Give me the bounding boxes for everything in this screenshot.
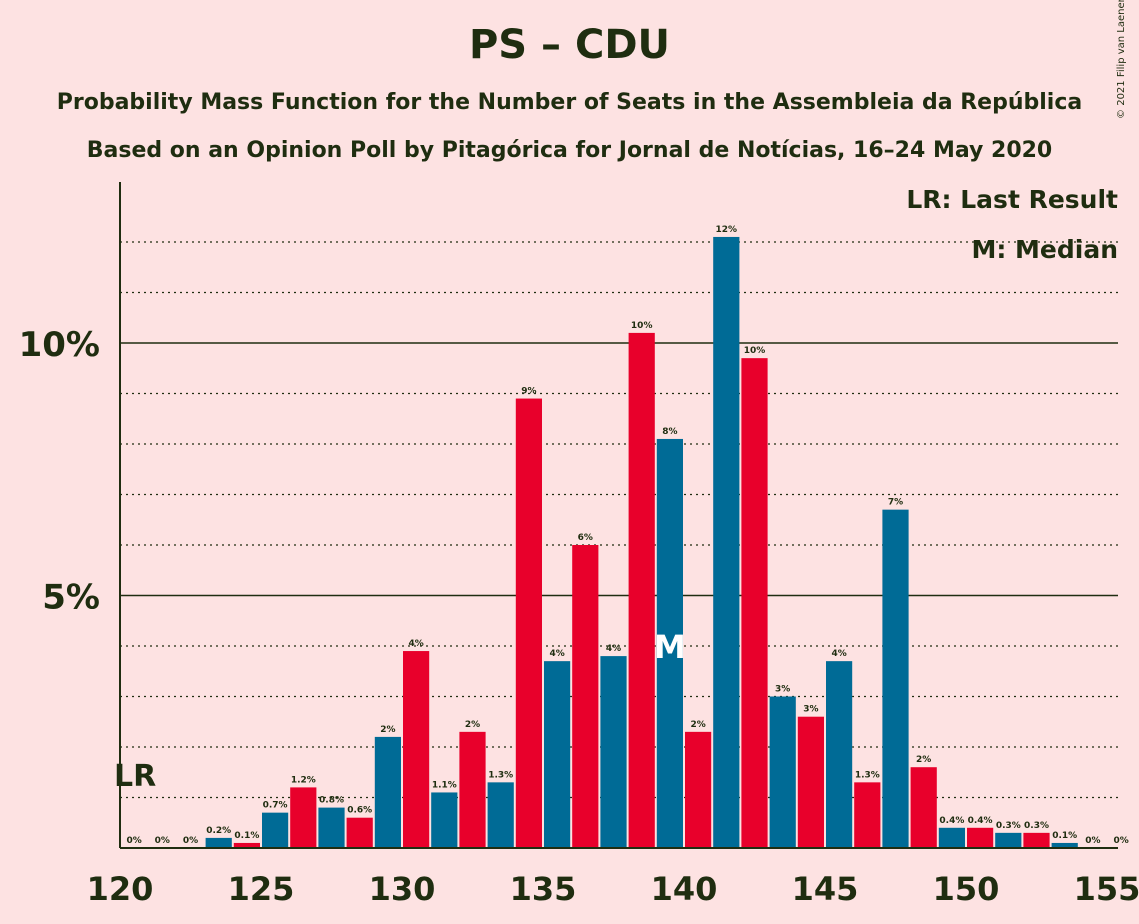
- bar-label-seat-131: 1.1%: [432, 780, 457, 790]
- bar-label-seat-152: 0.3%: [1024, 821, 1049, 831]
- bar-seat-138: [628, 332, 655, 848]
- x-tick-label-140: 140: [651, 870, 718, 908]
- x-tick-label-120: 120: [87, 870, 154, 908]
- bar-seat-136: [572, 545, 599, 848]
- bar-label-seat-130: 4%: [408, 639, 423, 649]
- bar-value-labels: 0% 0% 0%0.2%0.1%0.7%1.2%0.8%0.6%2%4%1.1%2%…: [126, 225, 1128, 846]
- chart-title: PS – CDU: [468, 22, 670, 68]
- bar-label-seat-154: 0%: [1085, 836, 1100, 846]
- bar-seat-134: [515, 398, 542, 848]
- bar-label-seat-138: 10%: [631, 321, 653, 331]
- bars: [205, 236, 1078, 848]
- bar-seat-152: [1023, 832, 1050, 848]
- bar-seat-145: [826, 661, 853, 848]
- bar-seat-148: [910, 767, 937, 848]
- x-tick-label-150: 150: [933, 870, 1000, 908]
- bar-seat-141: [713, 236, 740, 848]
- bar-label-seat-151: 0.3%: [996, 821, 1021, 831]
- bar-seat-146: [854, 782, 881, 848]
- bar-label-seat-155: 0%: [1113, 836, 1128, 846]
- x-tick-label-135: 135: [510, 870, 577, 908]
- bar-seat-144: [797, 716, 824, 848]
- y-tick-label-10: 10%: [19, 325, 100, 365]
- bar-seat-151: [995, 832, 1022, 848]
- bar-label-seat-153: 0.1%: [1052, 831, 1077, 841]
- bar-seat-125: [262, 812, 289, 848]
- bar-seat-142: [741, 358, 768, 848]
- bar-seat-153: [1051, 842, 1078, 848]
- bar-label-seat-137: 4%: [606, 644, 621, 654]
- bar-seat-130: [403, 651, 430, 848]
- legend-median: M: Median: [971, 235, 1118, 264]
- bar-label-seat-121: 0%: [155, 836, 170, 846]
- bar-seat-143: [769, 696, 796, 848]
- bar-seat-139: [656, 438, 683, 848]
- bar-seat-147: [882, 509, 909, 848]
- bar-label-seat-140: 2%: [690, 720, 705, 730]
- bar-label-seat-123: 0.2%: [206, 826, 231, 836]
- bar-seat-123: [205, 837, 232, 848]
- bar-seat-150: [967, 827, 994, 848]
- bar-seat-132: [459, 731, 486, 848]
- bar-label-seat-122: 0%: [183, 836, 198, 846]
- chart-subtitle-line-1: Probability Mass Function for the Number…: [56, 90, 1083, 115]
- bar-label-seat-120: 0%: [126, 836, 141, 846]
- bar-seat-127: [318, 807, 345, 848]
- bar-seat-137: [600, 656, 627, 848]
- bar-seat-126: [290, 787, 317, 848]
- bar-label-seat-143: 3%: [775, 685, 790, 695]
- bar-label-seat-129: 2%: [380, 725, 395, 735]
- x-tick-label-130: 130: [369, 870, 436, 908]
- bar-label-seat-144: 3%: [803, 705, 818, 715]
- bar-label-seat-132: 2%: [465, 720, 480, 730]
- bar-label-seat-139: 8%: [662, 427, 677, 437]
- y-tick-label-5: 5%: [42, 578, 100, 618]
- bar-label-seat-134: 9%: [521, 387, 536, 397]
- bar-label-seat-128: 0.6%: [347, 806, 372, 816]
- x-tick-label-125: 125: [228, 870, 295, 908]
- bar-label-seat-148: 2%: [916, 755, 931, 765]
- bar-label-seat-142: 10%: [744, 346, 766, 356]
- x-tick-label-155: 155: [1074, 870, 1139, 908]
- median-marker: M: [654, 628, 686, 666]
- bar-label-seat-141: 12%: [716, 225, 738, 235]
- bar-label-seat-145: 4%: [831, 649, 846, 659]
- bar-seat-129: [374, 736, 401, 848]
- bar-seat-128: [346, 817, 373, 848]
- last-result-marker: LR: [114, 759, 156, 794]
- chart-subtitle-line-2: Based on an Opinion Poll by Pitagórica f…: [86, 138, 1053, 163]
- bar-label-seat-126: 1.2%: [291, 775, 316, 785]
- bar-seat-133: [487, 782, 514, 848]
- bar-label-seat-149: 0.4%: [939, 816, 964, 826]
- bar-label-seat-135: 4%: [549, 649, 564, 659]
- legend-last-result: LR: Last Result: [906, 185, 1118, 214]
- markers: LR M: [114, 628, 686, 794]
- bar-label-seat-146: 1.3%: [855, 770, 880, 780]
- bar-label-seat-147: 7%: [888, 498, 903, 508]
- bar-seat-124: [233, 842, 260, 848]
- x-tick-label-145: 145: [792, 870, 859, 908]
- bar-label-seat-124: 0.1%: [234, 831, 259, 841]
- bar-label-seat-136: 6%: [578, 533, 593, 543]
- bar-label-seat-125: 0.7%: [263, 801, 288, 811]
- bar-label-seat-150: 0.4%: [968, 816, 993, 826]
- bar-seat-131: [431, 792, 458, 848]
- axes: 120 125 130 135 140 145 150 155 5% 10%: [19, 182, 1139, 908]
- bar-seat-149: [938, 827, 965, 848]
- bar-label-seat-127: 0.8%: [319, 796, 344, 806]
- bar-seat-140: [685, 731, 712, 848]
- bar-seat-135: [544, 661, 571, 848]
- bar-label-seat-133: 1.3%: [488, 770, 513, 780]
